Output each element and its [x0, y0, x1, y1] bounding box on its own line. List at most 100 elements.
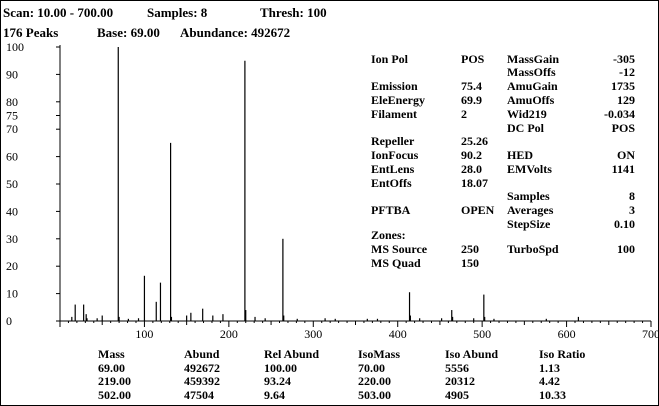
param-label: StepSize: [507, 217, 551, 231]
threshold: Thresh: 100: [260, 5, 327, 20]
col-iso-abund: Iso Abund 5556 20312 4905: [445, 347, 499, 402]
cell-abund-1: 492672: [184, 360, 220, 375]
col-mass: Mass 69.00 219.00 502.00: [98, 347, 131, 402]
header-iso-ratio: Iso Ratio: [539, 347, 586, 361]
y-tick-label: 50: [6, 177, 18, 191]
total-abundance: Abundance: 492672: [180, 25, 291, 40]
cell-rel-abund-2: 93.24: [264, 374, 291, 388]
chart-peaks: [71, 47, 579, 321]
param-label: Samples: [507, 189, 550, 203]
param-label: MassGain: [507, 52, 560, 66]
header-iso-abund: Iso Abund: [445, 347, 499, 361]
param-label: EMVolts: [507, 162, 552, 176]
col-isomass: IsoMass 70.00 220.00 503.00: [358, 347, 401, 402]
param-label: EntOffs: [371, 176, 412, 190]
cell-abund-2: 459392: [184, 374, 220, 388]
x-tick-label: 200: [220, 327, 238, 341]
param-value: 150: [461, 256, 479, 270]
y-tick-label: 10: [6, 287, 18, 301]
param-value: OPEN: [461, 203, 495, 217]
param-value: 0.10: [614, 217, 635, 231]
peak-count: 176 Peaks: [3, 25, 59, 40]
header-mass: Mass: [98, 347, 125, 361]
cell-mass-3: 502.00: [98, 387, 131, 402]
param-value: 8: [629, 189, 635, 203]
y-tick-label: 20: [6, 259, 18, 273]
col-abund: Abund 492672 459392 47504: [184, 347, 220, 402]
x-tick-label: 100: [135, 327, 153, 341]
param-value: 1141: [611, 162, 635, 176]
header-abund: Abund: [184, 347, 220, 361]
param-value: 90.2: [461, 148, 482, 162]
param-label: PFTBA: [371, 203, 411, 217]
cell-iso-abund-3: 4905: [445, 387, 469, 402]
cell-mass-1: 69.00: [98, 360, 125, 375]
param-value: 250: [461, 242, 479, 256]
param-label: AmuOffs: [507, 93, 555, 107]
cell-iso-abund-2: 20312: [445, 374, 475, 388]
param-label: Ion Pol: [371, 52, 409, 66]
param-label: Wid219: [507, 107, 547, 121]
param-label: DC Pol: [507, 121, 544, 135]
cell-iso-abund-1: 5556: [445, 360, 469, 375]
y-tick-label: 40: [6, 204, 18, 218]
cell-rel-abund-3: 9.64: [264, 387, 285, 402]
param-label: Averages: [507, 203, 554, 217]
param-value: 1735: [611, 79, 635, 93]
y-tick-label: 90: [6, 67, 18, 81]
header-rel-abund: Rel Abund: [264, 347, 320, 361]
cell-mass-2: 219.00: [98, 374, 131, 388]
cell-isomass-3: 503.00: [358, 387, 391, 402]
param-label: HED: [507, 148, 534, 162]
param-value: 129: [617, 93, 635, 107]
scan-range: Scan: 10.00 - 700.00: [3, 5, 114, 20]
samples-count: Samples: 8: [147, 5, 208, 20]
y-tick-label: 30: [6, 232, 18, 246]
param-label: IonFocus: [371, 148, 419, 162]
y-tick-label: 80: [6, 95, 18, 109]
y-tick-label: 60: [6, 150, 18, 164]
param-label: Emission: [371, 79, 418, 93]
cell-abund-3: 47504: [184, 387, 214, 402]
param-label: Filament: [371, 107, 417, 121]
param-label: Repeller: [371, 134, 415, 148]
param-value: POS: [611, 121, 635, 135]
param-label: Zones:: [371, 228, 406, 242]
param-value: 25.26: [461, 134, 488, 148]
base-mass: Base: 69.00: [97, 25, 160, 40]
header-isomass: IsoMass: [358, 347, 401, 361]
param-value: 2: [461, 107, 467, 121]
y-tick-label: 70: [6, 122, 18, 136]
param-label: MS Quad: [371, 256, 421, 270]
x-tick-label: 400: [389, 327, 407, 341]
y-tick-label: 75: [6, 109, 18, 123]
param-label: TurboSpd: [507, 242, 559, 256]
param-value: POS: [461, 52, 485, 66]
param-value: 3: [629, 203, 635, 217]
param-label: MassOffs: [507, 65, 556, 79]
cell-iso-ratio-2: 4.42: [539, 374, 560, 388]
param-label: EntLens: [371, 162, 415, 176]
y-tick-label: 0: [6, 314, 12, 328]
x-tick-label: 600: [558, 327, 576, 341]
cell-iso-ratio-3: 10.33: [539, 387, 566, 402]
param-value: -305: [613, 52, 635, 66]
param-label: MS Source: [371, 242, 428, 256]
x-tick-label: 500: [473, 327, 491, 341]
param-value: 100: [617, 242, 635, 256]
param-value: -0.034: [604, 107, 635, 121]
param-value: 69.9: [461, 93, 482, 107]
cell-isomass-1: 70.00: [358, 360, 385, 375]
y-tick-label: 100: [6, 40, 24, 54]
param-label: EleEnergy: [371, 93, 425, 107]
param-value: ON: [617, 148, 635, 162]
cell-iso-ratio-1: 1.13: [539, 360, 560, 375]
x-tick-label: 700: [642, 327, 659, 341]
param-label: AmuGain: [507, 79, 558, 93]
param-value: 18.07: [461, 176, 488, 190]
param-value: 28.0: [461, 162, 482, 176]
col-iso-ratio: Iso Ratio 1.13 4.42 10.33: [539, 347, 586, 402]
cell-rel-abund-1: 100.00: [264, 360, 297, 375]
